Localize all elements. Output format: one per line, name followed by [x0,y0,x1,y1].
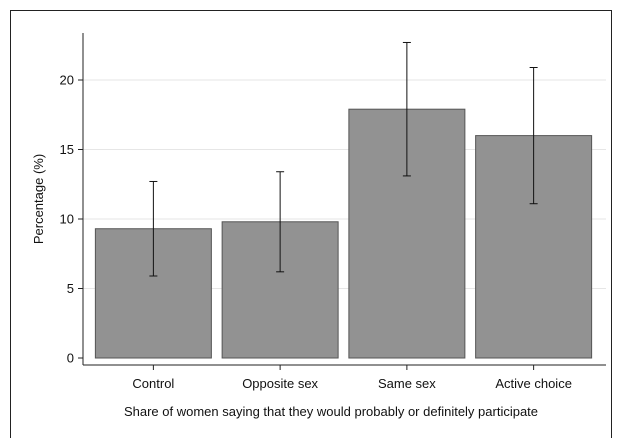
x-axis-title: Share of women saying that they would pr… [124,404,538,419]
y-tick-label: 5 [67,281,74,296]
y-tick-label: 15 [60,142,74,157]
y-ticks: 0 5 10 15 20 [60,73,83,366]
y-axis-title: Percentage (%) [31,154,46,244]
axes [82,33,606,366]
x-tick-label: Opposite sex [242,376,318,391]
x-tick-label: Active choice [495,376,572,391]
error-bars [149,41,538,277]
x-tick-label: Same sex [378,376,436,391]
y-tick-label: 20 [60,73,74,88]
bar [475,135,593,359]
x-ticks: Control Opposite sex Same sex Active choice [132,365,572,391]
y-tick-label: 0 [67,351,74,366]
bars [94,108,593,359]
y-tick-label: 10 [60,212,74,227]
x-tick-label: Control [132,376,174,391]
